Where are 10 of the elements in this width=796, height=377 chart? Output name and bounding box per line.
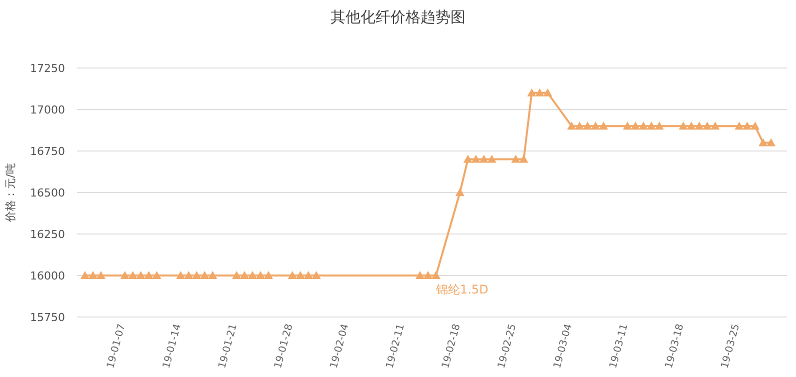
y-axis-title: 价格：元/吨 [4,163,17,223]
y-tick-label: 17000 [30,104,65,116]
y-tick-label: 16000 [30,270,65,282]
y-tick-label: 15750 [30,311,65,324]
y-tick-label: 16250 [30,228,65,241]
y-tick-label: 16750 [30,145,65,158]
y-tick-label: 16500 [30,186,65,200]
chart-title: 其他化纤价格趋势图 [330,8,466,26]
series-label: 锦纶1.5D [434,282,488,296]
y-tick-label: 17250 [30,62,65,75]
